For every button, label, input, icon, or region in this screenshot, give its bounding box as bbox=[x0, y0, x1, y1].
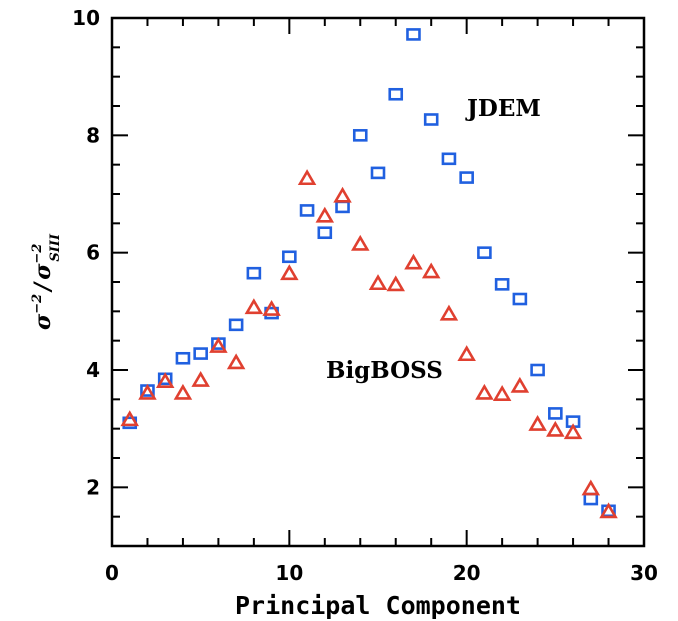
y-tick-label: 6 bbox=[86, 241, 100, 265]
y-label-denominator-exponent: −2 bbox=[30, 244, 45, 264]
data-point-triangle bbox=[138, 383, 157, 400]
y-tick-label: 10 bbox=[72, 6, 100, 30]
data-point-square bbox=[423, 113, 439, 126]
series-bigboss bbox=[120, 169, 618, 519]
data-point-triangle bbox=[475, 383, 494, 400]
x-tick-label: 0 bbox=[105, 561, 119, 585]
y-label-separator: / bbox=[30, 281, 56, 293]
data-point-square bbox=[477, 246, 492, 259]
data-point-triangle bbox=[546, 420, 565, 437]
axis-ticks bbox=[111, 17, 645, 547]
y-tick-label: 2 bbox=[86, 475, 100, 499]
data-point-square bbox=[193, 347, 208, 360]
x-tick-label: 20 bbox=[453, 561, 481, 585]
data-point-square bbox=[548, 407, 563, 420]
data-point-triangle bbox=[120, 410, 139, 427]
data-point-triangle bbox=[315, 206, 335, 223]
data-point-triangle bbox=[209, 336, 228, 353]
data-point-square bbox=[335, 200, 350, 214]
y-tick-label: 4 bbox=[86, 358, 100, 382]
data-point-triangle bbox=[386, 275, 405, 292]
x-axis-title: Principal Component bbox=[235, 591, 521, 620]
data-point-triangle bbox=[528, 414, 547, 431]
data-point-triangle bbox=[191, 370, 210, 387]
data-point-square bbox=[282, 250, 297, 264]
data-point-triangle bbox=[173, 383, 193, 400]
data-point-square bbox=[175, 351, 191, 365]
data-point-triangle bbox=[599, 502, 618, 519]
data-point-triangle bbox=[563, 423, 583, 440]
data-point-square bbox=[352, 129, 368, 142]
tick-labels: 0 10 20 30 2 4 6 8 10 bbox=[72, 6, 658, 585]
data-point-square bbox=[228, 318, 244, 332]
data-point-triangle bbox=[581, 479, 601, 496]
data-point-triangle bbox=[280, 264, 299, 281]
data-point-triangle bbox=[404, 253, 423, 270]
x-tick-label: 30 bbox=[630, 561, 658, 585]
y-label-denominator-subscript: SIII bbox=[48, 233, 63, 262]
data-point-triangle bbox=[297, 169, 317, 186]
x-tick-label: 10 bbox=[275, 561, 303, 585]
data-point-square bbox=[459, 171, 474, 184]
data-point-triangle bbox=[368, 274, 388, 291]
data-point-square bbox=[246, 266, 262, 280]
plot-frame bbox=[110, 16, 646, 548]
data-point-square bbox=[317, 226, 333, 240]
y-axis-title: σ−2/σ−2 SIII bbox=[30, 233, 63, 330]
data-point-square bbox=[494, 278, 510, 291]
data-point-triangle bbox=[421, 262, 441, 279]
data-point-square bbox=[512, 292, 528, 306]
data-marks bbox=[120, 28, 618, 519]
data-point-square bbox=[583, 492, 599, 506]
data-point-triangle bbox=[244, 298, 264, 315]
annotation-jdem: JDEM bbox=[465, 95, 541, 122]
data-point-triangle bbox=[262, 299, 281, 316]
data-point-triangle bbox=[155, 372, 175, 389]
y-label-numerator: σ bbox=[30, 313, 56, 330]
data-point-square bbox=[441, 152, 457, 166]
annotation-bigboss: BigBOSS bbox=[326, 357, 443, 384]
data-point-triangle bbox=[439, 304, 459, 321]
data-point-triangle bbox=[510, 376, 530, 393]
data-point-square bbox=[370, 166, 386, 180]
data-point-triangle bbox=[226, 353, 246, 370]
data-point-square bbox=[388, 87, 404, 101]
data-point-triangle bbox=[457, 345, 476, 362]
y-tick-label: 8 bbox=[86, 123, 100, 147]
y-label-numerator-exponent: −2 bbox=[30, 294, 45, 314]
data-point-triangle bbox=[351, 234, 370, 251]
y-label-denominator: σ bbox=[30, 263, 56, 280]
data-point-square bbox=[299, 204, 315, 217]
data-point-square bbox=[530, 363, 545, 377]
data-point-triangle bbox=[492, 385, 512, 401]
series-jdem bbox=[122, 28, 616, 518]
data-point-square bbox=[406, 28, 421, 41]
data-point-triangle bbox=[333, 186, 352, 203]
